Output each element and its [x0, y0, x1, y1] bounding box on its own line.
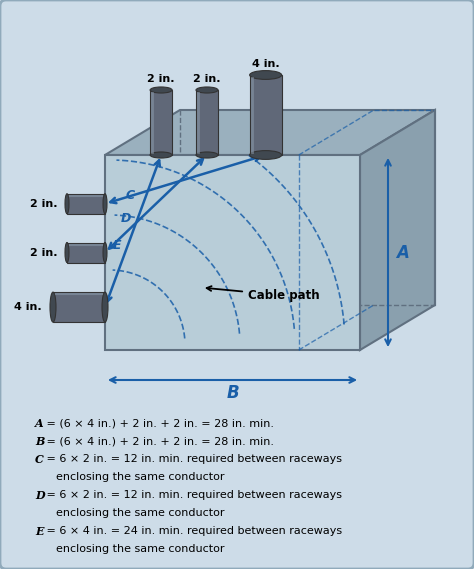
Polygon shape: [196, 90, 218, 155]
Text: B: B: [226, 384, 239, 402]
Text: C: C: [35, 454, 44, 465]
Text: = (6 × 4 in.) + 2 in. + 2 in. = 28 in. min.: = (6 × 4 in.) + 2 in. + 2 in. = 28 in. m…: [43, 418, 274, 428]
Ellipse shape: [65, 242, 69, 262]
Ellipse shape: [250, 151, 282, 159]
Ellipse shape: [150, 87, 172, 93]
Ellipse shape: [103, 194, 107, 214]
Ellipse shape: [103, 242, 107, 262]
Text: = 6 × 2 in. = 12 in. min. required between raceways: = 6 × 2 in. = 12 in. min. required betwe…: [43, 490, 342, 500]
Polygon shape: [150, 90, 172, 155]
Text: D: D: [121, 212, 131, 225]
Ellipse shape: [65, 194, 69, 214]
Text: A: A: [396, 244, 409, 262]
Text: = (6 × 4 in.) + 2 in. + 2 in. = 28 in. min.: = (6 × 4 in.) + 2 in. + 2 in. = 28 in. m…: [43, 436, 274, 446]
Polygon shape: [53, 292, 105, 322]
Text: enclosing the same conductor: enclosing the same conductor: [35, 544, 225, 554]
Polygon shape: [105, 155, 360, 350]
Text: E: E: [113, 239, 121, 252]
Ellipse shape: [196, 87, 218, 93]
Polygon shape: [360, 110, 435, 350]
Text: A: A: [35, 418, 44, 429]
Text: 2 in.: 2 in.: [193, 74, 221, 84]
Text: enclosing the same conductor: enclosing the same conductor: [35, 508, 225, 518]
Text: D: D: [35, 490, 45, 501]
Text: E: E: [35, 526, 44, 537]
Text: 2 in.: 2 in.: [30, 248, 58, 258]
Text: = 6 × 2 in. = 12 in. min. required between raceways: = 6 × 2 in. = 12 in. min. required betwe…: [43, 454, 342, 464]
Text: = 6 × 4 in. = 24 in. min. required between raceways: = 6 × 4 in. = 24 in. min. required betwe…: [43, 526, 342, 536]
Polygon shape: [67, 194, 105, 214]
Ellipse shape: [102, 292, 108, 322]
Polygon shape: [105, 110, 435, 155]
Text: enclosing the same conductor: enclosing the same conductor: [35, 472, 225, 482]
Ellipse shape: [196, 152, 218, 158]
Polygon shape: [250, 75, 282, 155]
Text: 2 in.: 2 in.: [147, 74, 175, 84]
Ellipse shape: [250, 71, 282, 80]
Polygon shape: [67, 242, 105, 262]
Text: 4 in.: 4 in.: [252, 59, 280, 69]
Text: C: C: [125, 189, 135, 203]
Text: 4 in.: 4 in.: [14, 302, 42, 312]
Text: B: B: [35, 436, 45, 447]
Text: 2 in.: 2 in.: [30, 199, 58, 209]
Ellipse shape: [50, 292, 56, 322]
Text: Cable path: Cable path: [207, 286, 319, 302]
Ellipse shape: [150, 152, 172, 158]
